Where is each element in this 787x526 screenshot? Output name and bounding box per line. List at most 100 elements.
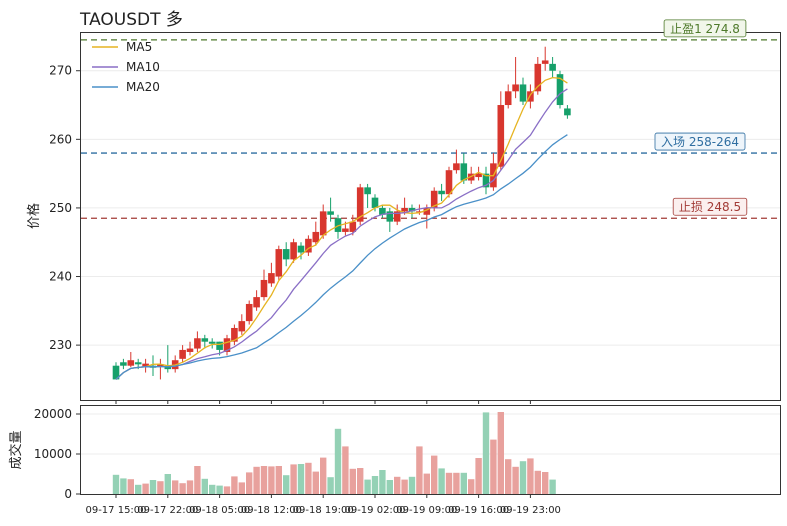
candle-body xyxy=(379,207,386,215)
volume-bar xyxy=(371,476,379,494)
candle-body xyxy=(556,74,564,106)
candle-body xyxy=(134,362,142,365)
level-label: 止损 248.5 xyxy=(679,200,741,214)
candle-body xyxy=(430,190,438,208)
level-lines xyxy=(81,39,780,219)
candle-body xyxy=(305,238,312,253)
candle-body xyxy=(319,211,327,236)
candle-body xyxy=(401,207,408,212)
candle-body xyxy=(349,221,357,232)
volume-bar xyxy=(468,479,475,494)
volume-bar xyxy=(172,480,179,494)
candle-body xyxy=(112,365,120,380)
volume-bar xyxy=(549,479,556,494)
volume-tick-label: 20000 xyxy=(34,407,72,421)
volume-bar xyxy=(423,473,430,494)
x-tick-label: 09-17 15:00 xyxy=(85,505,146,516)
volume-bar xyxy=(164,474,171,494)
volume-bar xyxy=(460,472,467,494)
candle-body xyxy=(327,211,334,215)
candle-body xyxy=(386,211,394,222)
x-tick-label: 09-18 05:00 xyxy=(189,505,250,516)
volume-tick-label: 0 xyxy=(64,487,72,501)
volume-bar xyxy=(297,464,305,494)
candle-body xyxy=(223,338,231,352)
price-axis-label: 价格 xyxy=(26,203,42,229)
candle-body xyxy=(297,245,305,253)
x-tick-label: 09-18 12:00 xyxy=(241,505,302,516)
candle-body xyxy=(519,84,527,102)
volume-bar xyxy=(490,439,497,494)
x-tick-label: 09-19 16:00 xyxy=(448,505,509,516)
candle-body xyxy=(541,60,549,64)
price-tick-label: 250 xyxy=(49,201,72,215)
candles xyxy=(112,46,571,380)
candle-body xyxy=(460,163,468,181)
volume-bar xyxy=(179,483,186,494)
volume-bar xyxy=(275,466,282,494)
level-label-box xyxy=(672,197,748,216)
volume-bar xyxy=(379,470,386,494)
volume-bar xyxy=(534,470,541,494)
candle-body xyxy=(245,303,253,322)
volume-bar xyxy=(445,472,453,494)
candle-body xyxy=(120,362,127,366)
candle-body xyxy=(564,108,571,116)
volume-bar xyxy=(453,472,460,494)
candle-body xyxy=(482,173,490,188)
candle-body xyxy=(534,63,542,92)
volume-bar xyxy=(320,457,327,494)
x-tick-label: 09-18 19:00 xyxy=(293,505,354,516)
volume-bar xyxy=(431,455,438,494)
candle-body xyxy=(497,105,505,167)
candle-body xyxy=(231,327,238,342)
x-tick-label: 09-19 23:00 xyxy=(500,505,561,516)
candle-body xyxy=(216,341,223,350)
volume-bar xyxy=(519,461,527,494)
volume-bar xyxy=(408,476,416,494)
legend: MA5 MA10 MA20 xyxy=(92,40,160,94)
candle-body xyxy=(423,207,431,215)
candle-body xyxy=(179,349,186,359)
volume-bar xyxy=(475,458,482,494)
candle-body xyxy=(356,187,364,222)
candle-body xyxy=(438,190,445,195)
volume-y-axis: 0 10000 20000 xyxy=(34,407,780,501)
volume-tick-label: 10000 xyxy=(34,447,72,461)
volume-bar xyxy=(253,466,260,494)
price-tick-label: 240 xyxy=(49,270,72,284)
volume-bar xyxy=(438,468,445,494)
volume-bar xyxy=(482,412,490,494)
volume-bar xyxy=(505,459,512,494)
volume-bar xyxy=(305,462,312,494)
moving-average-lines xyxy=(115,76,568,380)
candle-body xyxy=(504,91,512,106)
x-tick-label: 09-19 02:00 xyxy=(344,505,405,516)
volume-bar xyxy=(260,466,268,494)
volume-bar xyxy=(386,480,393,494)
candle-body xyxy=(416,211,423,213)
volume-bar xyxy=(238,482,245,494)
volume-bar xyxy=(542,472,549,494)
level-label-box xyxy=(663,19,747,38)
candle-body xyxy=(290,242,297,260)
candle-body xyxy=(208,341,216,344)
volume-bar xyxy=(497,412,504,494)
level-labels: 止盈1 274.8 入场 258-264 止损 248.5 xyxy=(654,19,748,216)
volume-bar xyxy=(231,476,238,494)
volume-bar xyxy=(216,485,223,494)
volume-bar xyxy=(349,468,356,494)
volume-axis-label: 成交量 xyxy=(8,430,24,469)
legend-label: MA10 xyxy=(126,60,160,74)
candle-body xyxy=(549,63,556,71)
candle-body xyxy=(408,207,416,212)
price-tick-label: 230 xyxy=(49,338,72,352)
volume-bar xyxy=(157,481,164,494)
volume-bar xyxy=(209,484,216,494)
candle-body xyxy=(238,321,246,332)
volume-bar xyxy=(142,483,149,494)
candle-body xyxy=(186,348,194,352)
ma-line-ma20 xyxy=(115,134,568,380)
